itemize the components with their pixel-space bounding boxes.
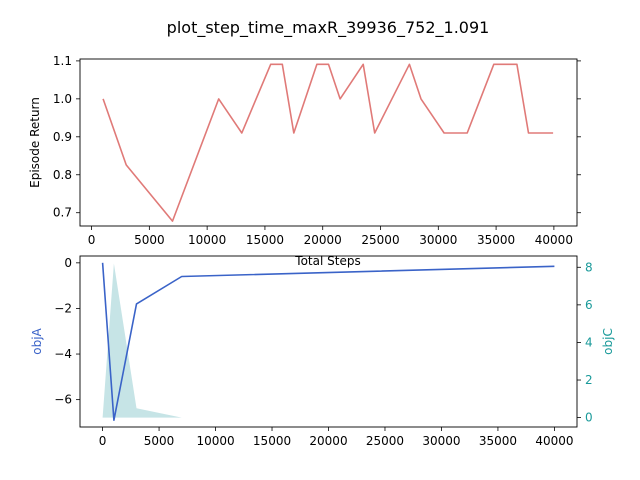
y2-tick-label: 6	[585, 298, 593, 312]
x-tick-label: 15000	[253, 434, 291, 448]
y-tick-label: 1.0	[53, 92, 72, 106]
x-axis-label: Total Steps	[294, 254, 360, 268]
episode-return-axes: 0 5000 10000 15000 20000 25000 30000 35000 40000…	[28, 54, 581, 268]
objC-area	[102, 263, 182, 418]
x-tick-label: 40000	[535, 233, 573, 247]
y2-tick-label: 0	[585, 411, 593, 425]
objA-line	[101, 262, 555, 422]
x-tick-label: 35000	[477, 233, 515, 247]
y-tick-label: 1.1	[53, 54, 72, 68]
x-tick-label: 20000	[309, 434, 347, 448]
x-tick-label: 25000	[361, 233, 399, 247]
y-tick-label: −4	[54, 347, 72, 361]
y2-tick-label: 8	[585, 260, 593, 274]
episode-return-frame	[79, 58, 578, 227]
y2-axis-label: objC	[601, 328, 615, 355]
y-axis-label: objA	[30, 327, 44, 354]
y-tick-label: 0.7	[53, 206, 72, 220]
x-tick-label: 30000	[422, 434, 460, 448]
y2-tick-label: 4	[585, 335, 593, 349]
y-tick-label: 0.9	[53, 130, 72, 144]
y2-tick-label: 2	[585, 373, 593, 387]
x-tick-label: 5000	[134, 233, 165, 247]
y-tick-label: −2	[54, 301, 72, 315]
objectives-frame	[79, 255, 578, 428]
y-axis-label: Episode Return	[28, 97, 42, 188]
x-tick-label: 25000	[366, 434, 404, 448]
y-tick-label: 0.8	[53, 168, 72, 182]
x-tick-label: 0	[99, 434, 107, 448]
episode-return-line	[102, 63, 554, 222]
x-tick-label: 15000	[246, 233, 284, 247]
x-tick-label: 40000	[535, 434, 573, 448]
figure-title: plot_step_time_maxR_39936_752_1.091	[167, 18, 490, 38]
objectives-axes: 0 5000 10000 15000 20000 25000 30000 35000 40000…	[30, 255, 615, 448]
x-tick-label: 10000	[188, 233, 226, 247]
x-tick-label: 0	[88, 233, 96, 247]
x-tick-label: 5000	[144, 434, 175, 448]
x-tick-label: 35000	[479, 434, 517, 448]
x-tick-label: 30000	[419, 233, 457, 247]
x-tick-label: 20000	[304, 233, 342, 247]
y-tick-label: −6	[54, 393, 72, 407]
y-tick-label: 0	[64, 256, 72, 270]
x-tick-label: 10000	[196, 434, 234, 448]
